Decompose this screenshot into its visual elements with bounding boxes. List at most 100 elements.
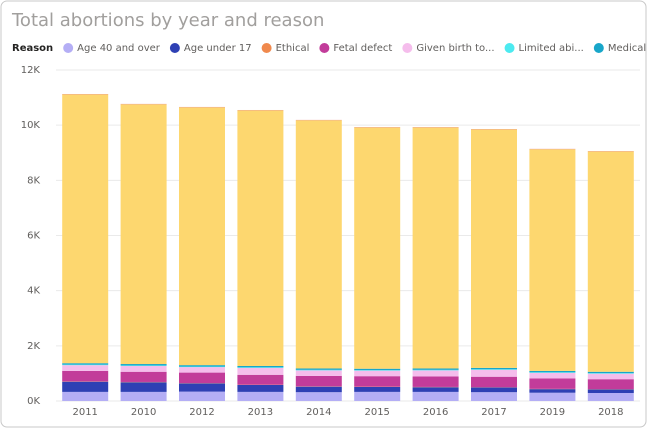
legend-title: Reason	[12, 43, 53, 54]
bar-segment	[295, 392, 342, 401]
bar-segment	[354, 370, 401, 371]
bar-segment	[62, 94, 109, 364]
legend-marker	[261, 43, 272, 53]
x-tick-label: 2014	[306, 407, 331, 418]
bar-segment	[120, 365, 167, 372]
y-tick-label: 2K	[27, 341, 40, 352]
bar-segment	[62, 381, 109, 392]
bar-segment	[471, 367, 517, 370]
bar-segment	[354, 127, 401, 369]
bar-segment	[62, 364, 109, 366]
legend-marker	[169, 43, 180, 53]
bar-segment	[237, 367, 284, 368]
bar-segment	[354, 386, 401, 392]
x-tick-label: 2011	[72, 407, 97, 418]
bar-segment	[471, 129, 517, 368]
bar-segment	[62, 365, 109, 371]
bar-segment	[587, 373, 634, 380]
bar-segment	[587, 393, 634, 401]
legend-label: Medical	[608, 43, 646, 54]
y-tick-label: 4K	[27, 286, 40, 297]
bar-segment	[295, 369, 342, 371]
bar-segment	[237, 385, 284, 392]
bar-segment	[179, 366, 225, 368]
bar-segment	[120, 382, 167, 392]
bar-segment	[529, 149, 576, 371]
bar-segment	[120, 104, 167, 365]
bar-segment	[529, 370, 576, 373]
bar-segment	[529, 378, 576, 389]
legend-label: Ethical	[276, 43, 310, 54]
bar-segment	[471, 369, 517, 377]
chart-title: Total abortions by year and reason	[11, 10, 324, 31]
bar-segment	[295, 370, 342, 376]
legend-label: Age 40 and over	[77, 43, 161, 54]
bar-segment	[471, 392, 517, 401]
legend-marker	[63, 43, 74, 53]
legend-label: Age under 17	[184, 43, 252, 54]
legend-label: Limited abi...	[519, 43, 584, 54]
x-tick-label: 2019	[540, 407, 565, 418]
x-tick-label: 2017	[481, 407, 506, 418]
bar-segment	[237, 110, 284, 366]
bar-segment	[587, 389, 634, 394]
bar-segment	[237, 365, 284, 368]
x-tick-label: 2015	[364, 407, 389, 418]
bar-segment	[62, 363, 109, 365]
bar-segment	[120, 365, 167, 366]
bar-segment	[529, 392, 576, 401]
legend-marker	[504, 43, 515, 53]
bar-segment	[179, 391, 225, 401]
bar-segment	[295, 120, 342, 369]
bar-segment	[412, 376, 459, 387]
bar-segment	[179, 107, 225, 366]
bar-segment	[237, 367, 284, 375]
legend-label: Fetal defect	[333, 43, 392, 54]
x-tick-label: 2012	[189, 407, 214, 418]
y-tick-label: 0K	[27, 396, 40, 407]
bar-segment	[354, 370, 401, 377]
bar-segment	[179, 365, 225, 367]
bar-segment	[120, 371, 167, 382]
bar-segment	[471, 387, 517, 393]
y-tick-label: 10K	[21, 120, 41, 131]
x-tick-label: 2016	[423, 407, 448, 418]
y-tick-label: 8K	[27, 175, 40, 186]
bar-segment	[179, 383, 225, 392]
bar-segment	[120, 391, 167, 401]
bar-segment	[587, 379, 634, 390]
bar-segment	[62, 370, 109, 382]
y-tick-label: 12K	[21, 65, 41, 76]
bar-segment	[354, 376, 401, 387]
bar-segment	[62, 391, 109, 401]
x-tick-label: 2013	[248, 407, 273, 418]
bar-segment	[237, 374, 284, 385]
bar-segment	[471, 369, 517, 370]
bar-segment	[295, 368, 342, 370]
bar-segment	[120, 364, 167, 366]
bar-segment	[354, 368, 401, 371]
bar-segment	[412, 387, 459, 392]
bar-segment	[529, 372, 576, 373]
legend-marker	[319, 43, 330, 53]
bar-segment	[354, 391, 401, 401]
bar-segment	[529, 372, 576, 379]
bar-segment	[412, 127, 459, 369]
legend-label: Given birth to...	[416, 43, 494, 54]
bar-segment	[587, 151, 634, 372]
bar-segment	[295, 386, 342, 393]
x-tick-label: 2018	[598, 407, 623, 418]
legend-marker	[593, 43, 604, 53]
bar-segment	[179, 372, 225, 384]
bar-segment	[412, 369, 459, 371]
x-tick-label: 2010	[131, 407, 156, 418]
bar-segment	[412, 368, 459, 370]
bar-segment	[529, 389, 576, 393]
bar-segment	[237, 391, 284, 401]
bar-segment	[412, 370, 459, 377]
legend-marker	[402, 43, 413, 53]
bar-segment	[471, 376, 517, 388]
bar-segment	[179, 367, 225, 373]
bar-segment	[412, 391, 459, 401]
